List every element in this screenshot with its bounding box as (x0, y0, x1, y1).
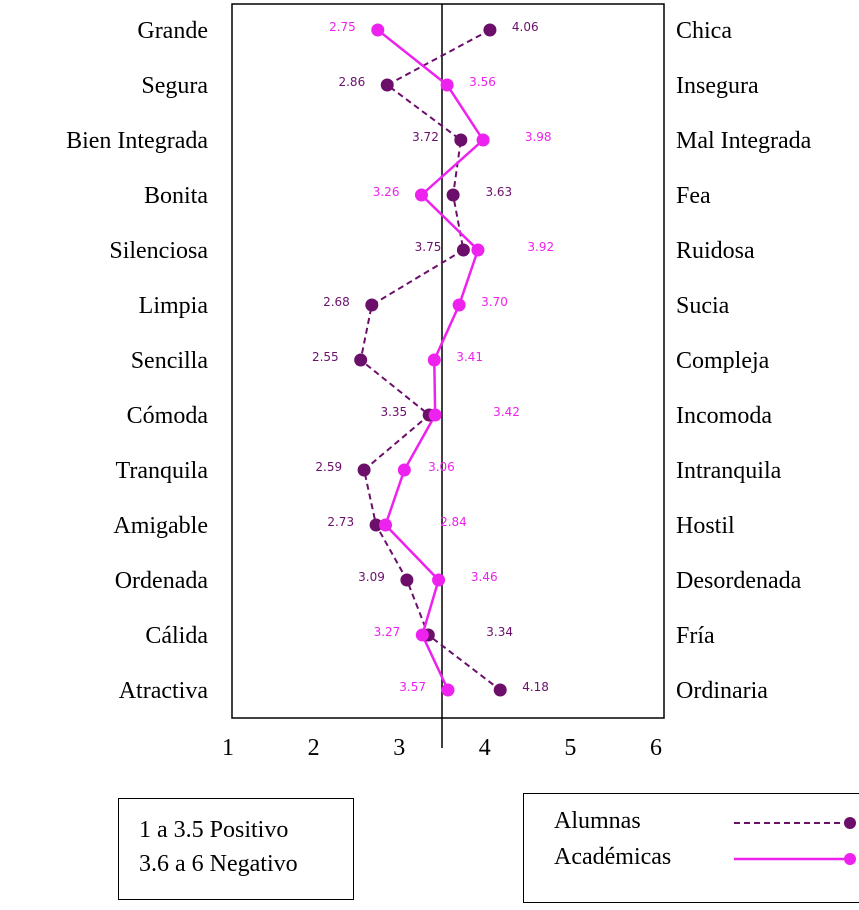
data-label: 3.72 (412, 130, 439, 144)
data-point-academicas (476, 133, 490, 147)
data-point-academicas (379, 518, 393, 532)
left-category-label: Grande (137, 18, 208, 44)
data-label: 3.34 (486, 625, 513, 639)
data-point-academicas (427, 353, 441, 367)
legend-symbol-alumnas (734, 817, 856, 829)
data-point-alumnas (483, 23, 497, 37)
data-point-alumnas (446, 188, 460, 202)
x-tick-label: 6 (650, 735, 662, 761)
right-category-label: Fea (676, 183, 711, 209)
data-label: 3.35 (380, 405, 407, 419)
legend-item-academicas: Académicas (554, 844, 856, 874)
legend-label-alumnas: Alumnas (554, 808, 641, 834)
data-label: 4.06 (512, 20, 539, 34)
data-point-academicas (415, 628, 429, 642)
data-point-alumnas (357, 463, 371, 477)
left-category-label: Bonita (144, 183, 208, 209)
right-category-label: Mal Integrada (676, 128, 812, 154)
x-tick-label: 5 (564, 735, 576, 761)
legend-item-alumnas: Alumnas (554, 808, 856, 838)
data-point-alumnas (369, 518, 383, 532)
data-label: 3.06 (428, 460, 455, 474)
data-point-academicas (441, 683, 455, 697)
legend: Alumnas Académicas (523, 793, 859, 903)
data-label: 3.26 (373, 185, 400, 199)
data-label: 3.92 (527, 240, 554, 254)
data-label: 3.09 (358, 570, 385, 584)
x-tick-label: 4 (479, 735, 491, 761)
legend-symbol-academicas (734, 853, 856, 865)
left-category-label: Bien Integrada (66, 128, 208, 154)
data-label: 3.63 (485, 185, 512, 199)
right-category-label: Incomoda (676, 403, 772, 429)
data-point-alumnas (380, 78, 394, 92)
left-category-label: Cómoda (127, 403, 209, 429)
left-category-label: Ordenada (115, 568, 209, 594)
data-label: 2.55 (312, 350, 339, 364)
data-point-academicas (440, 78, 454, 92)
data-point-academicas (414, 188, 428, 202)
data-label: 2.75 (329, 20, 356, 34)
right-category-label: Sucia (676, 293, 730, 319)
scale-note-positive: 1 a 3.5 Positivo (139, 817, 289, 843)
data-label: 3.56 (469, 75, 496, 89)
data-point-alumnas (400, 573, 414, 587)
data-label: 3.46 (471, 570, 498, 584)
data-label: 2.59 (315, 460, 342, 474)
left-category-label: Sencilla (131, 348, 209, 374)
plot-frame (231, 3, 665, 719)
right-category-label: Insegura (676, 73, 759, 99)
data-point-alumnas (493, 683, 507, 697)
right-category-label: Chica (676, 18, 732, 44)
data-point-alumnas (454, 133, 468, 147)
data-label: 3.27 (374, 625, 401, 639)
x-tick-label: 2 (308, 735, 320, 761)
data-point-academicas (397, 463, 411, 477)
scale-note-box: 1 a 3.5 Positivo 3.6 a 6 Negativo (118, 798, 354, 900)
data-point-alumnas (456, 243, 470, 257)
data-label: 2.68 (323, 295, 350, 309)
data-point-academicas (471, 243, 485, 257)
x-tick-label: 3 (393, 735, 405, 761)
scale-note-negative: 3.6 a 6 Negativo (139, 851, 298, 877)
left-category-label: Limpia (139, 293, 209, 319)
legend-label-academicas: Académicas (554, 844, 672, 870)
right-category-label: Fría (676, 623, 715, 649)
right-category-label: Ordinaria (676, 678, 768, 704)
left-category-label: Atractiva (119, 678, 209, 704)
data-point-academicas (452, 298, 466, 312)
data-label: 3.42 (493, 405, 520, 419)
left-category-label: Segura (141, 73, 208, 99)
data-label: 3.75 (415, 240, 442, 254)
right-category-label: Compleja (676, 348, 770, 374)
left-category-label: Amigable (113, 513, 208, 539)
data-label: 3.41 (456, 350, 483, 364)
right-category-label: Hostil (676, 513, 735, 539)
data-point-academicas (432, 573, 446, 587)
data-point-alumnas (365, 298, 379, 312)
right-category-label: Ruidosa (676, 238, 755, 264)
data-label: 2.86 (338, 75, 365, 89)
left-category-label: Tranquila (116, 458, 209, 484)
data-label: 3.98 (525, 130, 552, 144)
x-tick-label: 1 (222, 735, 234, 761)
data-label: 3.70 (481, 295, 508, 309)
data-point-academicas (428, 408, 442, 422)
data-point-alumnas (354, 353, 368, 367)
left-category-label: Silenciosa (109, 238, 208, 264)
data-label: 2.73 (327, 515, 354, 529)
left-category-label: Cálida (145, 623, 208, 649)
data-label: 3.57 (399, 680, 426, 694)
right-category-label: Desordenada (676, 568, 802, 594)
data-point-academicas (371, 23, 385, 37)
data-label: 2.84 (440, 515, 467, 529)
right-category-label: Intranquila (676, 458, 782, 484)
data-label: 4.18 (522, 680, 549, 694)
